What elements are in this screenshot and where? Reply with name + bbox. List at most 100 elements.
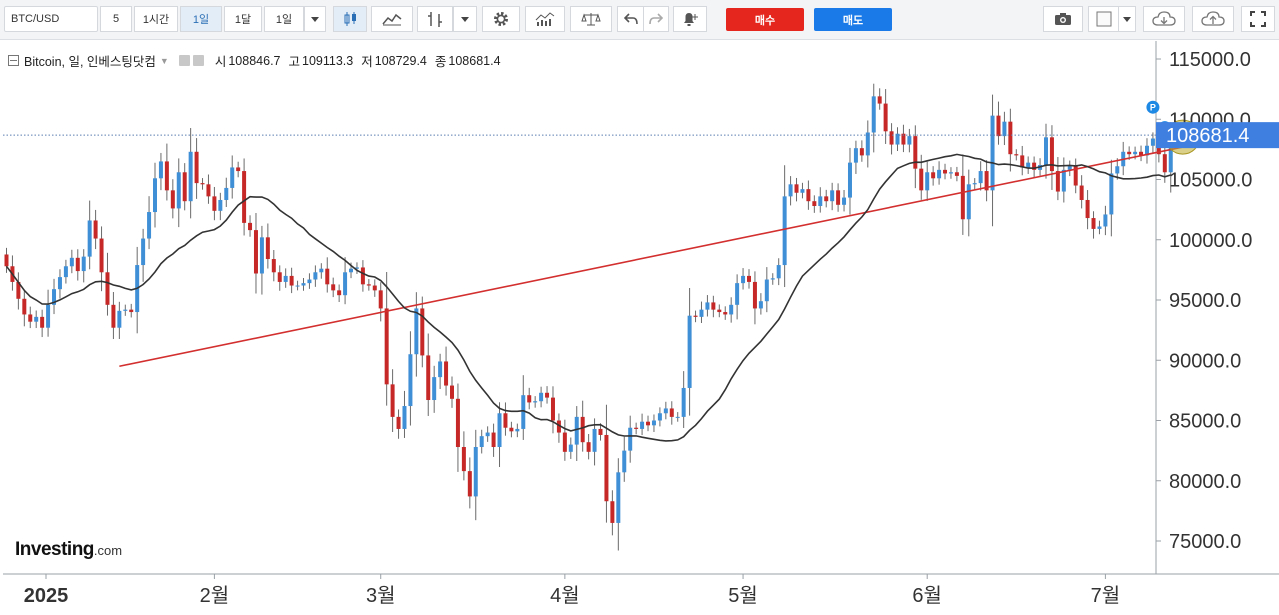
p-marker-icon <box>1146 100 1160 114</box>
candle <box>509 421 514 438</box>
candle <box>948 167 953 179</box>
screenshot-button[interactable] <box>1043 6 1083 32</box>
color-dropdown[interactable] <box>1118 6 1136 32</box>
candle <box>806 180 811 210</box>
candle <box>206 174 211 204</box>
candle <box>931 166 936 186</box>
candle <box>158 152 163 191</box>
candle-body <box>515 428 520 432</box>
candle <box>788 176 793 206</box>
interval-1h[interactable]: 1시간 <box>134 6 178 32</box>
candle-body <box>4 254 9 267</box>
interval-dropdown[interactable] <box>304 6 326 32</box>
settings-icon[interactable] <box>192 55 204 66</box>
candle <box>1079 175 1084 209</box>
candle-body <box>948 172 953 174</box>
candle-body <box>1133 151 1138 155</box>
candle-body <box>865 132 870 156</box>
candle <box>598 423 603 441</box>
fullscreen-button[interactable] <box>1241 6 1275 32</box>
chevron-down-icon <box>311 16 319 22</box>
candle <box>1067 160 1072 177</box>
chevron-down-icon[interactable]: ▼ <box>159 55 169 66</box>
bar-type-button[interactable] <box>417 6 453 32</box>
settings-button[interactable] <box>482 6 520 32</box>
price-chart[interactable]: PP 115000.0110000.0105000.0100000.095000… <box>0 40 1279 615</box>
candle <box>556 413 561 443</box>
close-value: 108681.4 <box>448 53 501 68</box>
candle <box>954 166 959 182</box>
logo-suffix: .com <box>93 543 123 558</box>
candle <box>1008 108 1013 172</box>
buy-button[interactable]: 매수 <box>726 8 804 31</box>
candle <box>295 280 300 291</box>
sell-button[interactable]: 매도 <box>814 8 892 31</box>
chart-type-dropdown[interactable] <box>453 6 477 32</box>
candle <box>34 310 39 329</box>
candle <box>1032 156 1037 178</box>
candle <box>1150 132 1155 154</box>
color-picker-button[interactable] <box>1088 6 1118 32</box>
candle-body <box>752 281 757 309</box>
candle <box>747 269 751 289</box>
candle <box>467 457 472 509</box>
candle-body <box>230 167 235 188</box>
candle <box>741 268 746 290</box>
candle <box>669 401 674 425</box>
candle-body <box>22 298 27 315</box>
save-layout-button[interactable] <box>1192 6 1234 32</box>
redo-button[interactable] <box>643 6 669 32</box>
candle-body <box>723 312 728 315</box>
undo-button[interactable] <box>617 6 643 32</box>
candle <box>972 178 977 190</box>
candle <box>432 365 437 413</box>
candle-body <box>485 432 490 437</box>
candle-body <box>170 190 175 209</box>
candle-body <box>1061 169 1066 192</box>
candle-body <box>414 308 419 355</box>
interval-1mo[interactable]: 1달 <box>224 6 262 32</box>
candle <box>307 273 312 289</box>
candlestick-type-button[interactable] <box>333 6 367 32</box>
symbol-field[interactable]: BTC/USD <box>4 6 98 32</box>
x-tick-label: 6월 <box>912 584 942 607</box>
candle <box>782 165 787 288</box>
candle <box>729 297 734 323</box>
candle <box>87 200 92 270</box>
candle <box>212 186 217 221</box>
candlestick-icon <box>344 12 356 26</box>
interval-selected[interactable]: 1일 <box>264 6 304 32</box>
candle-body <box>568 444 573 452</box>
candle <box>764 267 769 313</box>
candle-body <box>883 103 888 132</box>
candle <box>818 187 823 213</box>
load-layout-button[interactable] <box>1143 6 1185 32</box>
collapse-legend-icon[interactable] <box>8 55 19 66</box>
candle-body <box>69 257 74 267</box>
candle <box>224 177 229 208</box>
x-tick-label: 5월 <box>728 584 758 607</box>
candle <box>580 400 585 452</box>
candle <box>271 250 276 282</box>
interval-5[interactable]: 5 <box>100 6 132 32</box>
candle-body <box>467 471 472 497</box>
compare-button[interactable] <box>570 6 612 32</box>
candle <box>1055 157 1060 201</box>
candle <box>438 353 443 389</box>
candle <box>396 409 401 439</box>
candle-body <box>871 96 876 133</box>
candle-body <box>527 395 532 403</box>
candle <box>966 169 971 237</box>
candle-body <box>99 238 104 273</box>
visibility-icon[interactable] <box>178 55 190 66</box>
candle-body <box>1044 137 1048 166</box>
candle-body <box>349 268 354 273</box>
indicators-button[interactable] <box>525 6 565 32</box>
candle <box>1097 220 1102 235</box>
area-type-button[interactable] <box>371 6 413 32</box>
x-tick-label: 3월 <box>366 584 396 607</box>
interval-1d[interactable]: 1일 <box>180 6 222 32</box>
candle-body <box>372 285 377 291</box>
candle <box>170 179 175 219</box>
alert-button[interactable] <box>673 6 707 32</box>
